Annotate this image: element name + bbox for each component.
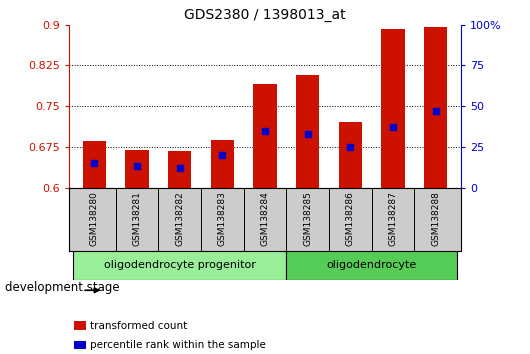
Text: percentile rank within the sample: percentile rank within the sample [90, 340, 266, 350]
Text: oligodendrocyte: oligodendrocyte [326, 261, 417, 270]
Bar [126, 150, 149, 188]
Bar [296, 75, 320, 188]
Text: GSM138288: GSM138288 [431, 191, 440, 246]
Text: development stage: development stage [5, 281, 120, 295]
Text: transformed count: transformed count [90, 321, 187, 331]
Text: GSM138284: GSM138284 [261, 191, 269, 246]
Text: GSM138283: GSM138283 [218, 191, 227, 246]
Text: oligodendrocyte progenitor: oligodendrocyte progenitor [104, 261, 255, 270]
Bar [168, 151, 191, 188]
Bar [253, 85, 277, 188]
Text: GSM138286: GSM138286 [346, 191, 355, 246]
Bar [73, 251, 286, 280]
Bar [210, 140, 234, 188]
Bar [424, 28, 447, 188]
Title: GDS2380 / 1398013_at: GDS2380 / 1398013_at [184, 8, 346, 22]
Bar [381, 29, 404, 188]
Bar [286, 251, 457, 280]
Text: GSM138287: GSM138287 [388, 191, 398, 246]
Text: GSM138282: GSM138282 [175, 191, 184, 246]
Bar [339, 122, 362, 188]
Text: GSM138281: GSM138281 [132, 191, 142, 246]
Text: GSM138285: GSM138285 [303, 191, 312, 246]
Text: GSM138280: GSM138280 [90, 191, 99, 246]
Bar [83, 142, 106, 188]
